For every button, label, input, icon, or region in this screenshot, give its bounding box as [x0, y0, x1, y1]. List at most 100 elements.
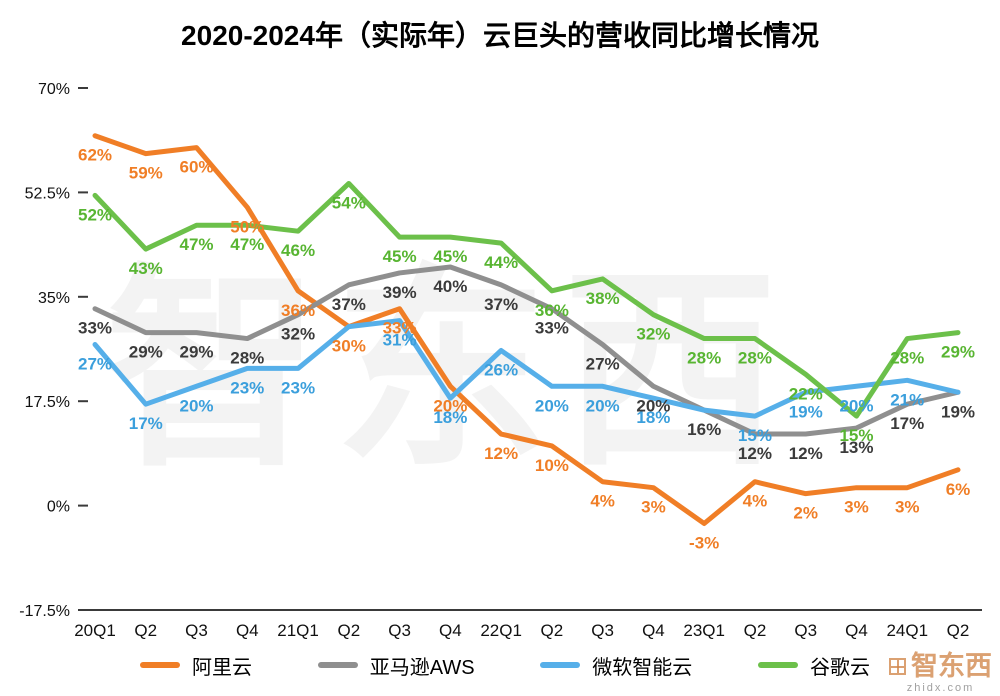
y-axis-label: -17.5% [19, 603, 70, 620]
x-axis-label: Q2 [134, 621, 157, 640]
legend-item-microsoft-cloud: 微软智能云 [540, 650, 692, 680]
data-label-amazon-aws: 37% [484, 295, 518, 314]
data-label-google-cloud: 32% [636, 325, 670, 344]
legend-swatch-alibaba-cloud [140, 662, 180, 668]
data-label-amazon-aws: 27% [586, 355, 620, 374]
y-axis-label: 0% [47, 499, 70, 516]
data-label-amazon-aws: 33% [78, 319, 112, 338]
y-axis-label: 35% [38, 290, 70, 307]
site-logo-row: 智东西 [889, 653, 992, 680]
x-axis-label: Q2 [744, 621, 767, 640]
data-label-google-cloud: 22% [789, 384, 823, 403]
x-axis-label: Q3 [388, 621, 411, 640]
data-label-microsoft-cloud: 20% [839, 396, 873, 415]
x-axis-label: 24Q1 [886, 621, 928, 640]
data-label-alibaba-cloud: 12% [484, 444, 518, 463]
data-label-microsoft-cloud: 23% [230, 378, 264, 397]
data-label-alibaba-cloud: 20% [433, 396, 467, 415]
data-label-google-cloud: 29% [941, 343, 975, 362]
legend-label-google-cloud: 谷歌云 [809, 656, 870, 679]
series-line-google-cloud [92, 180, 961, 419]
legend-swatch-amazon-aws [317, 662, 358, 668]
x-axis-label: 23Q1 [683, 621, 725, 640]
data-label-amazon-aws: 12% [738, 444, 772, 463]
x-axis-label: Q3 [794, 621, 817, 640]
legend-label-microsoft-cloud: 微软智能云 [592, 656, 693, 679]
data-label-amazon-aws: 32% [281, 325, 315, 344]
data-label-amazon-aws: 29% [180, 343, 214, 362]
data-label-google-cloud: 54% [332, 193, 366, 212]
data-label-amazon-aws: 17% [890, 414, 924, 433]
data-label-google-cloud: 47% [230, 235, 264, 254]
data-label-alibaba-cloud: 4% [590, 492, 615, 511]
y-axis-label: 70% [38, 81, 70, 98]
chart-legend: 阿里云 亚马逊AWS 微软智能云 谷歌云 [0, 650, 1000, 680]
legend-item-amazon-aws: 亚马逊AWS [317, 650, 475, 680]
data-label-alibaba-cloud: 59% [129, 164, 163, 183]
data-label-amazon-aws: 12% [789, 444, 823, 463]
data-label-google-cloud: 45% [433, 247, 467, 266]
series-line-microsoft-cloud [92, 318, 961, 419]
data-label-alibaba-cloud: 50% [230, 217, 264, 236]
data-label-alibaba-cloud: 10% [535, 456, 569, 475]
data-label-microsoft-cloud: 20% [586, 396, 620, 415]
data-label-alibaba-cloud: 3% [641, 498, 666, 517]
grid-icon [889, 658, 906, 675]
data-label-amazon-aws: 39% [383, 283, 417, 302]
data-label-google-cloud: 44% [484, 253, 518, 272]
legend-swatch-google-cloud [757, 662, 798, 668]
series-line-alibaba-cloud [92, 133, 961, 526]
data-label-amazon-aws: 13% [839, 438, 873, 457]
site-logo: 智东西 zhidx.com [889, 653, 992, 694]
data-label-google-cloud: 46% [281, 241, 315, 260]
x-axis-label: Q4 [439, 621, 462, 640]
chart-title: 2020-2024年（实际年）云巨头的营收同比增长情况 [181, 20, 819, 51]
data-label-amazon-aws: 37% [332, 295, 366, 314]
data-label-microsoft-cloud: 21% [890, 390, 924, 409]
data-label-alibaba-cloud: -3% [689, 533, 719, 552]
site-url: zhidx.com [906, 682, 975, 694]
y-axis-label: 17.5% [25, 394, 70, 411]
data-label-amazon-aws: 19% [941, 402, 975, 421]
data-label-microsoft-cloud: 19% [789, 402, 823, 421]
data-label-amazon-aws: 28% [230, 349, 264, 368]
x-axis-label: 22Q1 [480, 621, 522, 640]
x-axis-label: Q2 [947, 621, 970, 640]
x-axis-label: 21Q1 [277, 621, 319, 640]
data-label-alibaba-cloud: 4% [743, 492, 768, 511]
data-label-google-cloud: 52% [78, 205, 112, 224]
x-axis-label: 20Q1 [74, 621, 116, 640]
data-label-google-cloud: 15% [839, 426, 873, 445]
data-label-microsoft-cloud: 18% [636, 408, 670, 427]
data-label-alibaba-cloud: 3% [895, 498, 920, 517]
legend-label-alibaba-cloud: 阿里云 [192, 656, 252, 679]
data-label-google-cloud: 43% [129, 259, 163, 278]
data-label-amazon-aws: 16% [687, 420, 721, 439]
data-label-alibaba-cloud: 30% [332, 337, 366, 356]
x-axis-label: Q2 [541, 621, 564, 640]
data-label-microsoft-cloud: 31% [383, 331, 417, 350]
data-label-google-cloud: 28% [890, 349, 924, 368]
data-label-amazon-aws: 29% [129, 343, 163, 362]
data-label-microsoft-cloud: 18% [433, 408, 467, 427]
data-label-google-cloud: 36% [535, 301, 569, 320]
x-axis-label: Q4 [845, 621, 868, 640]
data-label-microsoft-cloud: 23% [281, 378, 315, 397]
data-label-microsoft-cloud: 26% [484, 360, 518, 379]
data-label-google-cloud: 45% [383, 247, 417, 266]
x-axis-label: Q3 [591, 621, 614, 640]
x-axis-label: Q2 [337, 621, 360, 640]
data-label-google-cloud: 28% [738, 349, 772, 368]
data-label-microsoft-cloud: 20% [180, 396, 214, 415]
data-label-alibaba-cloud: 6% [946, 480, 971, 499]
legend-item-google-cloud: 谷歌云 [757, 650, 870, 680]
data-label-microsoft-cloud: 15% [738, 426, 772, 445]
data-label-alibaba-cloud: 3% [844, 498, 869, 517]
x-axis-label: Q4 [236, 621, 259, 640]
x-axis-label: Q3 [185, 621, 208, 640]
site-logo-text: 智东西 [911, 651, 992, 681]
legend-swatch-microsoft-cloud [540, 662, 581, 668]
data-label-microsoft-cloud: 17% [129, 414, 163, 433]
data-label-amazon-aws: 33% [535, 319, 569, 338]
